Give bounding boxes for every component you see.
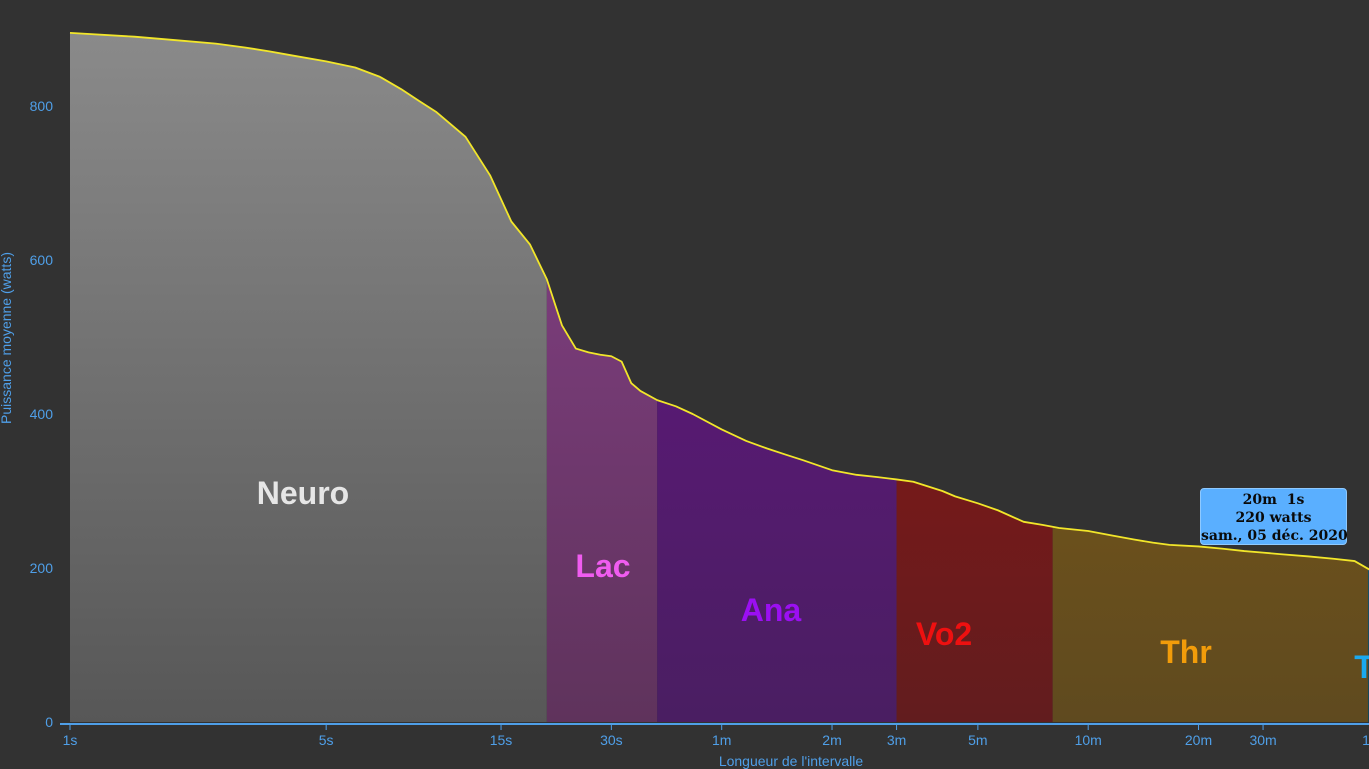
zone-label-lac: Lac xyxy=(575,548,630,584)
x-tick-label-1s: 1s xyxy=(63,732,78,748)
x-tick-label-1m: 1m xyxy=(712,732,731,748)
zone-area-ana xyxy=(657,400,897,722)
zone-labels: Neuro Lac Ana Vo2 Thr T xyxy=(257,475,1369,685)
x-tick-label-10m: 10m xyxy=(1075,732,1102,748)
zone-label-thr: Thr xyxy=(1160,634,1212,670)
zone-area-thr xyxy=(1052,526,1368,722)
zone-label-ana: Ana xyxy=(741,592,802,628)
x-tick-label-15s: 15s xyxy=(490,732,513,748)
y-tick-label-200: 200 xyxy=(30,560,54,576)
zone-label-neuro: Neuro xyxy=(257,475,349,511)
x-tick-label-1: 1 xyxy=(1362,732,1369,748)
x-tick-label-2m: 2m xyxy=(822,732,841,748)
tooltip-duration: 20m 1s xyxy=(1242,492,1305,508)
hover-tooltip: 20m 1s 220 watts sam., 05 déc. 2020 xyxy=(1200,488,1348,545)
x-axis-title: Longueur de l'intervalle xyxy=(719,753,864,769)
zone-label-t: T xyxy=(1354,649,1369,685)
y-tick-label-0: 0 xyxy=(45,714,53,730)
zone-area-lac xyxy=(546,279,658,722)
power-curve-line xyxy=(69,31,1369,571)
power-curve xyxy=(69,31,1369,571)
y-tick-label-600: 600 xyxy=(30,252,54,268)
zone-label-vo2: Vo2 xyxy=(916,616,972,652)
x-tick-label-3m: 3m xyxy=(887,732,906,748)
y-axis-title: Puissance moyenne (watts) xyxy=(0,252,14,424)
zone-area-neuro xyxy=(70,32,547,723)
x-tick-label-30m: 30m xyxy=(1249,732,1276,748)
x-tick-label-5s: 5s xyxy=(319,732,334,748)
y-tick-label-800: 800 xyxy=(30,98,54,114)
tooltip-power: 220 watts xyxy=(1235,510,1312,526)
x-tick-label-20m: 20m xyxy=(1185,732,1212,748)
y-tick-label-400: 400 xyxy=(30,406,54,422)
tooltip-date: sam., 05 déc. 2020 xyxy=(1201,528,1348,544)
zone-areas xyxy=(70,32,1369,723)
x-tick-label-5m: 5m xyxy=(968,732,987,748)
zone-area-vo2 xyxy=(896,479,1053,722)
axes: 1s 5s 15s 30s 1m 2m 3m 5m 10m 20m 30m 1 0 200 400 600 80… xyxy=(0,98,1369,769)
x-tick-label-30s: 30s xyxy=(600,732,623,748)
